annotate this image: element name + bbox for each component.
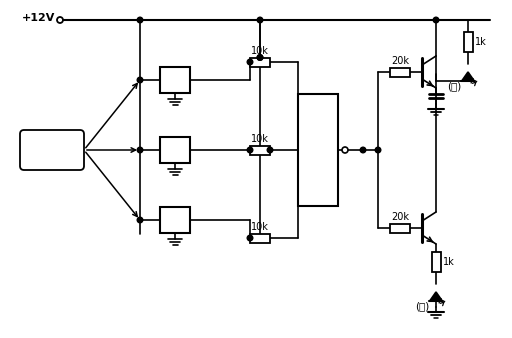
Text: (绿): (绿) — [447, 81, 461, 91]
Circle shape — [137, 147, 143, 153]
Text: ≥1: ≥1 — [307, 143, 329, 157]
Polygon shape — [462, 72, 474, 81]
Text: 10k: 10k — [251, 46, 269, 55]
Bar — [432, 252, 440, 272]
Text: H₁: H₁ — [168, 214, 182, 224]
Text: 20k: 20k — [391, 55, 409, 66]
Circle shape — [360, 147, 366, 153]
Polygon shape — [430, 292, 442, 301]
Bar — [250, 234, 270, 242]
Text: 霌尔IC: 霌尔IC — [38, 144, 66, 156]
Text: (红): (红) — [415, 301, 429, 311]
Circle shape — [137, 17, 143, 23]
Circle shape — [375, 147, 381, 153]
Text: 1k: 1k — [442, 257, 454, 267]
Text: H₁: H₁ — [168, 144, 182, 154]
Bar — [160, 137, 190, 163]
Bar — [250, 145, 270, 154]
Text: 1k: 1k — [475, 37, 486, 47]
Circle shape — [342, 147, 348, 153]
Circle shape — [257, 55, 263, 60]
Bar — [390, 68, 410, 76]
Text: 10k: 10k — [251, 134, 269, 144]
Circle shape — [433, 17, 439, 23]
Bar — [390, 223, 410, 233]
Text: +12V: +12V — [22, 13, 55, 23]
Circle shape — [137, 217, 143, 223]
Circle shape — [57, 17, 63, 23]
Text: 20k: 20k — [391, 212, 409, 221]
Text: H₁: H₁ — [168, 74, 182, 84]
Bar — [298, 94, 338, 206]
Circle shape — [247, 235, 253, 241]
Bar — [250, 57, 270, 67]
Circle shape — [137, 77, 143, 83]
Circle shape — [257, 55, 263, 60]
Circle shape — [247, 147, 253, 153]
Text: 10k: 10k — [251, 221, 269, 232]
Circle shape — [267, 147, 273, 153]
FancyBboxPatch shape — [20, 130, 84, 170]
Circle shape — [247, 59, 253, 65]
Bar — [160, 207, 190, 233]
Bar — [160, 67, 190, 93]
Bar — [463, 32, 473, 52]
Circle shape — [257, 17, 263, 23]
